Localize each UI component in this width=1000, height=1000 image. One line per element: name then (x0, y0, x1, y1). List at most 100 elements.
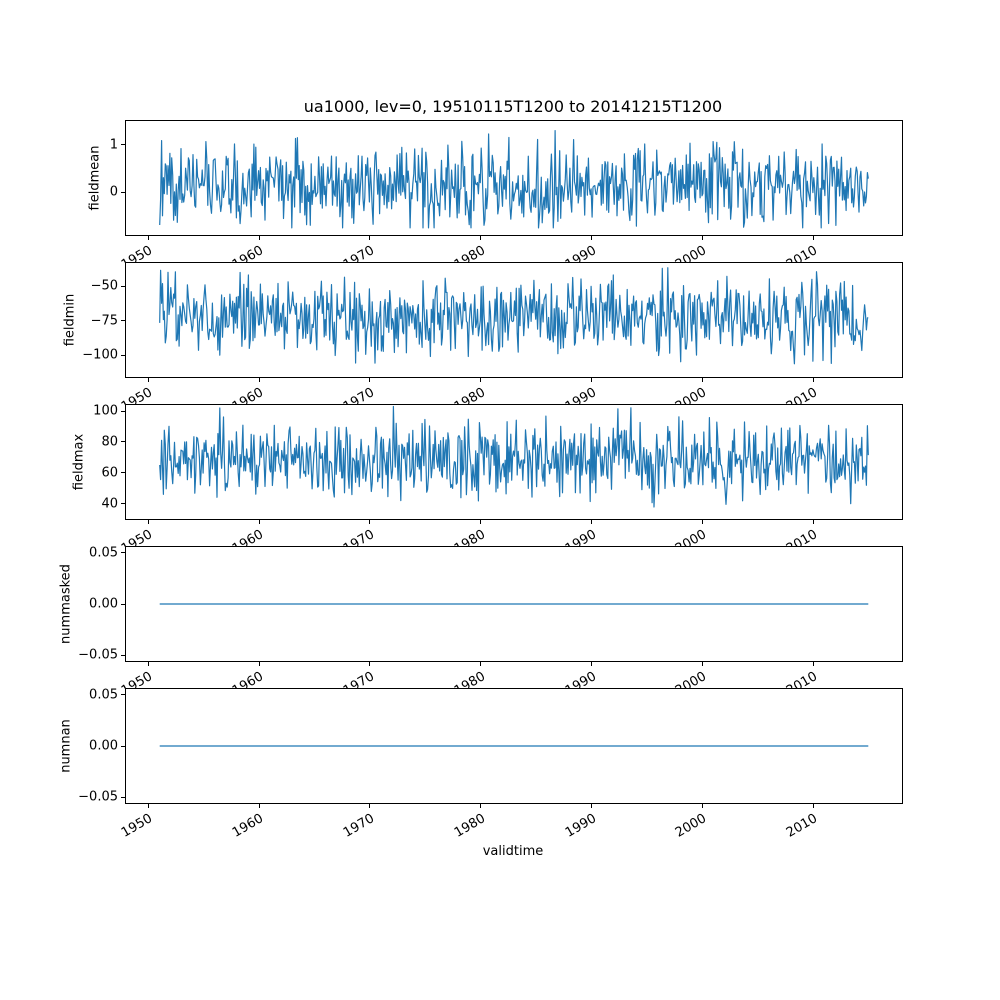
figure-title: ua1000, lev=0, 19510115T1200 to 20141215… (303, 97, 723, 116)
x-tick-mark (701, 520, 703, 524)
x-tick-label-wrap: 2000 (582, 807, 709, 841)
x-tick-label-wrap: 2000 (582, 239, 709, 273)
line-series-fieldmin (159, 267, 869, 365)
x-tick-label-wrap: 1990 (472, 381, 598, 415)
x-tick-mark (812, 804, 814, 808)
y-tick-mark (121, 320, 125, 322)
x-tick-mark (147, 378, 149, 382)
x-tick-label-wrap: 1970 (250, 807, 377, 841)
x-tick-mark (147, 520, 149, 524)
y-axis-label-fieldmean: fieldmean (87, 145, 103, 211)
subplot-fieldmin: fieldmin −50 −75 −100 1950 1960 1970 1980 1990 20… (63, 262, 903, 415)
y-tick-mark (121, 191, 125, 193)
line-series-fieldmean (159, 130, 869, 229)
y-tick-mark (121, 503, 125, 505)
x-tick-label-wrap: 2000 (582, 665, 709, 699)
y-tick-label: 0.05 (89, 545, 118, 561)
x-tick-label-wrap: 2000 (582, 523, 709, 557)
x-tick-label-wrap: 1980 (361, 239, 488, 273)
y-tick-label: −100 (82, 347, 118, 363)
x-tick-mark (591, 378, 593, 382)
x-tick-mark (258, 236, 260, 240)
x-tick-mark (147, 662, 149, 666)
subplot-numnan: numnan 0.05 0.00 −0.05 1950 1960 1970 1980 1990 2… (59, 688, 903, 841)
x-tick-mark (701, 662, 703, 666)
x-tick-label-wrap: 1970 (250, 239, 377, 273)
y-tick-label: −0.05 (78, 647, 118, 663)
x-tick-label-wrap: 1960 (139, 807, 266, 841)
subplot-fieldmean: fieldmean 1 0 1950 1960 1970 1980 1990 2000 2010 (88, 120, 903, 273)
x-tick-mark (369, 662, 371, 666)
y-tick-label: 60 (101, 465, 118, 481)
x-tick-label: 2010 (784, 811, 821, 841)
x-tick-mark (591, 662, 593, 666)
x-tick-label-wrap: 1960 (139, 665, 266, 699)
y-tick-label: 0 (109, 184, 118, 200)
x-tick-label-wrap: 2010 (693, 381, 820, 415)
y-tick-label: −0.05 (78, 789, 118, 805)
x-tick-label-wrap: 1960 (139, 523, 266, 557)
x-tick-label-wrap: 2000 (582, 381, 709, 415)
x-tick-label-wrap: 1980 (361, 665, 488, 699)
x-tick-mark (369, 804, 371, 808)
x-tick-label-wrap: 1990 (472, 665, 598, 699)
x-tick-label-wrap: 1980 (361, 523, 488, 557)
x-tick-mark (480, 520, 482, 524)
x-axis-title: validtime (482, 844, 544, 859)
y-tick-label: 0.05 (89, 687, 118, 703)
x-tick-mark (369, 236, 371, 240)
subplot-fieldmax: fieldmax 100 80 60 40 1950 1960 1970 1980 1990 200… (72, 404, 903, 557)
x-tick-label-wrap: 1980 (361, 807, 488, 841)
x-tick-mark (258, 378, 260, 382)
y-tick-label: −75 (90, 313, 118, 329)
y-tick-mark (121, 552, 125, 554)
x-tick-label-wrap: 1970 (250, 665, 377, 699)
x-tick-mark (701, 378, 703, 382)
y-tick-label: 0.00 (89, 596, 118, 612)
x-tick-mark (701, 236, 703, 240)
y-tick-mark (121, 694, 125, 696)
y-tick-mark (121, 654, 125, 656)
x-tick-mark (591, 804, 593, 808)
y-tick-mark (121, 285, 125, 287)
y-tick-mark (121, 472, 125, 474)
y-axis-label-fieldmax: fieldmax (71, 433, 87, 491)
y-tick-mark (121, 745, 125, 747)
x-tick-mark (812, 378, 814, 382)
x-tick-mark (701, 804, 703, 808)
x-tick-label-wrap: 1990 (472, 807, 598, 841)
x-tick-mark (147, 236, 149, 240)
x-tick-label-wrap: 1950 (28, 381, 155, 415)
x-tick-mark (812, 520, 814, 524)
x-tick-mark (258, 520, 260, 524)
y-tick-mark (121, 410, 125, 412)
x-tick-label-wrap: 1990 (472, 239, 598, 273)
y-axis-label-fieldmin: fieldmin (62, 293, 78, 347)
y-axis-label-nummasked: nummasked (58, 564, 74, 644)
x-tick-mark (480, 378, 482, 382)
y-tick-label: −50 (90, 278, 118, 294)
x-tick-label-wrap: 1990 (472, 523, 598, 557)
x-tick-mark (258, 804, 260, 808)
x-tick-label-wrap: 1980 (361, 381, 488, 415)
y-tick-label: 1 (109, 137, 118, 153)
x-tick-label-wrap: 1950 (28, 807, 155, 841)
x-tick-mark (591, 236, 593, 240)
x-tick-mark (591, 520, 593, 524)
line-series-numnan (159, 745, 869, 747)
x-tick-label-wrap: 1960 (139, 239, 266, 273)
y-tick-mark (121, 144, 125, 146)
x-tick-mark (812, 236, 814, 240)
x-tick-mark (369, 520, 371, 524)
y-tick-mark (121, 441, 125, 443)
x-tick-label-wrap: 1950 (28, 239, 155, 273)
x-tick-mark (480, 662, 482, 666)
x-tick-label-wrap: 1970 (250, 523, 377, 557)
x-tick-mark (147, 804, 149, 808)
y-tick-label: 40 (101, 496, 118, 512)
x-tick-label-wrap: 2010 (693, 807, 820, 841)
line-series-nummasked (159, 603, 869, 605)
x-tick-label-wrap: 1950 (28, 523, 155, 557)
x-tick-label-wrap: 2010 (693, 523, 820, 557)
